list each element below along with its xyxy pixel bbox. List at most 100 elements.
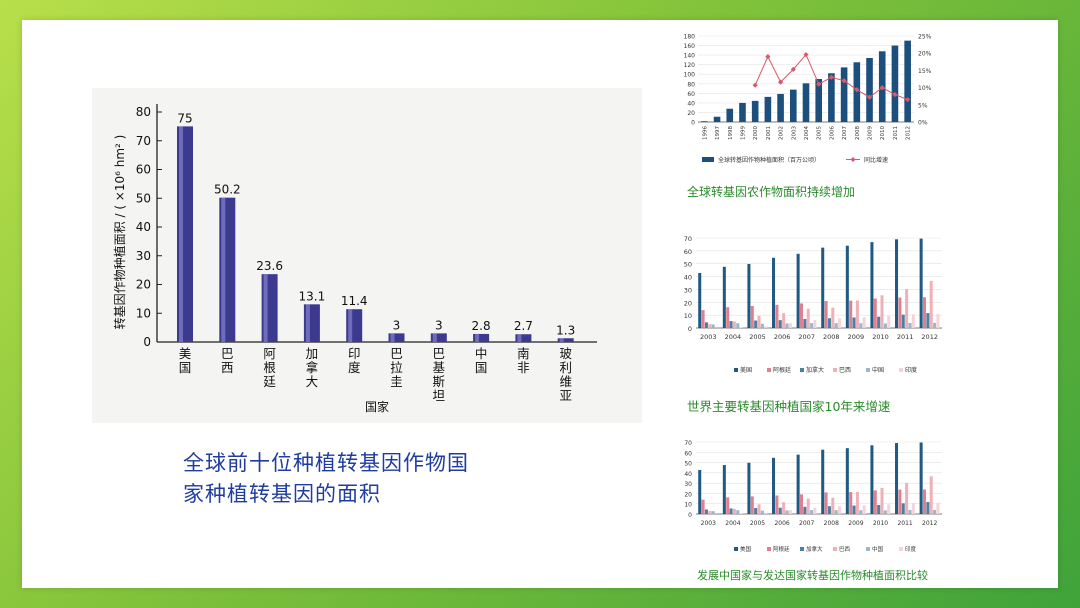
y-tick-label: 0: [143, 335, 151, 349]
x-tick-label: 基: [433, 360, 446, 375]
bar-美国-2004: [722, 465, 726, 514]
bar-加拿大-2011: [901, 314, 905, 328]
bar-巴西-2005: [757, 315, 761, 328]
bar-美国-2006: [772, 457, 776, 514]
growth-point: [892, 91, 898, 98]
growth-point: [905, 97, 911, 103]
y-tick-label: 30: [136, 249, 151, 263]
x-tick-label: 2001: [766, 126, 772, 140]
bar-中国-2009: [859, 323, 863, 328]
bar-加拿大-2009: [852, 505, 856, 514]
y-tick-label: 30: [684, 481, 692, 488]
growth-point: [790, 66, 796, 72]
x-tick-label: 1996: [702, 126, 708, 140]
bar-中国-2004: [736, 323, 740, 328]
y-tick-label: 10: [684, 502, 692, 509]
bar-value-label: 23.6: [256, 259, 283, 273]
bar-2004: [802, 83, 810, 122]
bar-印度-2005: [764, 326, 768, 328]
bar-印度-2009: [862, 505, 866, 514]
x-tick-label: 2007: [798, 333, 815, 341]
x-tick-label: 2003: [701, 520, 716, 527]
y2-tick-label: 15%: [918, 68, 932, 75]
growth-point: [866, 94, 873, 100]
growth-point: [879, 85, 885, 91]
bar-中国-2010: [883, 510, 887, 514]
bar-巴西-2004: [732, 321, 736, 328]
legend-label: 印度: [905, 366, 917, 374]
legend-swatch: [800, 547, 804, 551]
x-tick-label: 维: [559, 374, 572, 389]
bar-highlight: [179, 126, 183, 342]
chart2-caption: 全球转基因农作物面积持续增加: [687, 185, 856, 199]
legend-swatch: [833, 547, 837, 551]
x-tick-label: 坦: [433, 388, 446, 403]
bar-美国-2010: [870, 445, 874, 514]
x-tick-label: 2000: [753, 126, 759, 140]
y-tick-label: 80: [687, 81, 695, 88]
bar-中国-2010: [883, 323, 887, 328]
bar-美国-2003: [698, 272, 702, 328]
bar-中国-2003: [711, 511, 715, 514]
legend-swatch: [866, 368, 870, 372]
bar-巴西-2006: [782, 313, 786, 328]
y-tick-label: 30: [684, 286, 692, 294]
x-tick-label: 2007: [799, 520, 814, 527]
bar-阿根廷-2005: [750, 496, 754, 514]
x-tick-label: 巴: [221, 346, 234, 361]
y-tick-label: 80: [136, 105, 151, 119]
legend-label: 美国: [740, 545, 752, 553]
x-tick-label: 2003: [791, 126, 797, 140]
x-tick-label: 2009: [848, 333, 865, 341]
growth-point: [765, 54, 771, 60]
y-tick-label: 50: [684, 461, 692, 468]
bar-value-label: 2.8: [472, 319, 491, 333]
bar-阿根廷-2008: [824, 492, 828, 514]
bar-加拿大-2004: [729, 321, 733, 328]
bar-2009: [866, 57, 873, 122]
y-tick-label: 140: [684, 53, 696, 60]
bar-阿根廷-2004: [726, 307, 730, 328]
x-tick-label: 加: [306, 346, 319, 361]
bar-中国-2012: [933, 509, 937, 514]
bar-中国-2011: [908, 509, 912, 514]
bar-value-label: 3: [435, 318, 443, 332]
x-tick-label: 2004: [725, 520, 740, 527]
bar-巴西-2004: [732, 508, 736, 514]
bar-2005: [815, 79, 823, 122]
y-tick-label: 20: [136, 278, 151, 292]
bar-美国-2009: [845, 448, 849, 514]
legend-label: 印度: [905, 545, 917, 553]
bar-阿根廷-2011: [898, 489, 902, 514]
bar-highlight: [559, 338, 564, 342]
bar-巴西-2009: [855, 491, 859, 514]
bar-阿根廷-2012: [922, 297, 927, 328]
bar-巴西-2005: [757, 504, 761, 514]
bar-巴西-2006: [782, 502, 786, 514]
y-tick-label: 0: [688, 512, 692, 519]
x-tick-label: 2004: [804, 126, 810, 140]
x-tick-label: 圭: [390, 374, 403, 389]
bar-value-label: 2.7: [514, 319, 533, 333]
bar-阿根廷-2010: [873, 298, 877, 328]
bar-1998: [726, 108, 734, 122]
bar-2011: [891, 45, 899, 122]
bar-阿根廷-2011: [898, 297, 902, 328]
bar-印度-2004: [739, 513, 743, 514]
x-tick-label: 2010: [873, 520, 888, 527]
bar-巴西-2011: [905, 289, 909, 328]
x-tick-label: 2009: [848, 520, 863, 527]
bar-阿根廷-2007: [799, 303, 804, 328]
y2-tick-label: 10%: [918, 85, 932, 92]
y-tick-label: 180: [684, 34, 696, 41]
chart-major-countries-decade: 0 10 20 30 40 50 60 70 2003 2004 2005 2006 2007 2008 2…: [684, 235, 942, 374]
bar-中国-2003: [711, 324, 715, 328]
x-tick-label: 1998: [728, 126, 734, 140]
bar-美国-2012: [919, 238, 923, 328]
bar-1999: [739, 102, 746, 122]
bar-阿根廷-2005: [750, 306, 754, 328]
growth-point: [752, 82, 758, 88]
bar-加拿大-2008: [827, 318, 831, 328]
legend-label: 加拿大: [806, 366, 824, 374]
bar-巴西-2007: [806, 308, 810, 328]
